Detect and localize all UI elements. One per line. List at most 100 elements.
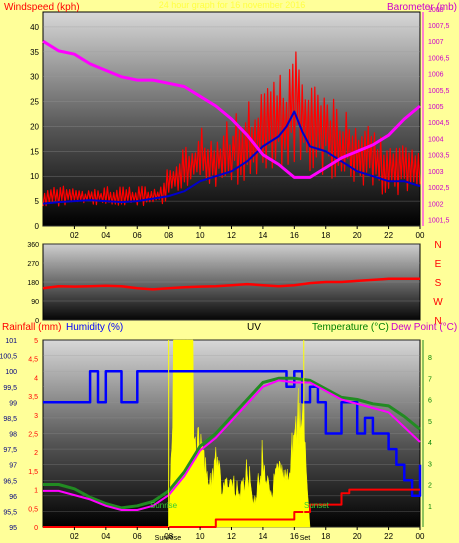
compass-label: N <box>434 316 441 327</box>
compass-label: S <box>435 278 442 289</box>
direction-tick-label: 0 <box>35 318 39 325</box>
uv-label: UV <box>247 322 261 333</box>
baro-axis-label: Barometer (mb) <box>387 2 457 13</box>
baro-axis-tick-label: 1006 <box>428 72 444 79</box>
series-wind-direction <box>42 277 420 291</box>
direction-tick-label: 270 <box>27 261 39 268</box>
direction-tick-label: 360 <box>27 242 39 249</box>
rainfall-label: Rainfall (mm) <box>2 322 61 333</box>
humidity-tick-label: 100 <box>5 369 17 376</box>
temp-tick-label: 3 <box>428 461 432 468</box>
temp-tick-label: 1 <box>428 504 432 511</box>
panel3-x-tick-label: 18 <box>321 532 330 541</box>
temperature-label: Temperature (°C) <box>312 322 389 333</box>
sunset-annotation: Sunset <box>304 501 330 510</box>
rain-tick-label: 2 <box>34 450 38 457</box>
panel1-x-tick-label: 02 <box>70 231 79 240</box>
humidity-tick-label: 95,5 <box>3 509 17 516</box>
rain-tick-label: 5 <box>34 338 38 345</box>
humidity-tick-label: 100,5 <box>0 354 17 361</box>
panel1-x-tick-label: 00 <box>416 231 425 240</box>
panel3-x-tick-label: 16 <box>290 532 299 541</box>
wind-axis-label: Windspeed (kph) <box>4 2 80 13</box>
wind-axis-tick-label: 30 <box>30 73 39 82</box>
sunrise-axis-label: SunRise <box>155 535 182 542</box>
baro-axis-tick-label: 1005 <box>428 104 444 111</box>
humidity-tick-label: 95 <box>9 525 17 532</box>
baro-axis-tick-label: 1008 <box>428 7 444 14</box>
humidity-tick-label: 96,5 <box>3 478 17 485</box>
sunrise-annotation: Sunrise <box>150 501 178 510</box>
series-barometer <box>42 39 421 179</box>
panel3-x-tick-label: 20 <box>353 532 362 541</box>
humidity-tick-label: 98 <box>9 432 17 439</box>
baro-axis-tick-label: 1007,5 <box>428 23 450 30</box>
humidity-tick-label: 99 <box>9 400 17 407</box>
baro-axis-tick-label: 1003,5 <box>428 153 450 160</box>
series-temperature <box>43 376 421 510</box>
panel3-x-tick-label: 22 <box>384 532 393 541</box>
humidity-tick-label: 97 <box>9 463 17 470</box>
panel1-x-tick-label: 22 <box>384 231 393 240</box>
rain-tick-label: 4 <box>34 375 38 382</box>
temp-tick-label: 4 <box>428 440 432 447</box>
wind-axis-tick-label: 25 <box>30 98 39 107</box>
wind-axis-tick-label: 40 <box>30 23 39 32</box>
rain-tick-label: 2,5 <box>28 432 38 439</box>
rain-tick-label: 0,5 <box>28 506 38 513</box>
rain-tick-label: 3,5 <box>28 394 38 401</box>
panel1-x-tick-label: 10 <box>196 231 205 240</box>
rain-tick-label: 1,5 <box>28 469 38 476</box>
compass-label: N <box>434 240 441 251</box>
humidity-label: Humidity (%) <box>66 322 123 333</box>
series-wind-average <box>42 110 421 205</box>
series-rainfall <box>43 488 420 528</box>
temp-tick-label: 8 <box>428 355 432 362</box>
panel1-x-tick-label: 04 <box>101 231 110 240</box>
humidity-tick-label: 97,5 <box>3 447 17 454</box>
baro-axis-tick-label: 1003 <box>428 169 444 176</box>
humidity-tick-label: 99,5 <box>3 385 17 392</box>
chart-title: 24 hour graph for 16 november 2016 <box>159 0 306 10</box>
series-dew-point <box>43 379 421 511</box>
panel3-x-tick-label: 04 <box>101 532 110 541</box>
baro-axis-tick-label: 1006,5 <box>428 55 450 62</box>
baro-axis-tick-label: 1007 <box>428 39 444 46</box>
dewpoint-label: Dew Point (°C) <box>391 322 457 333</box>
humidity-tick-label: 96 <box>9 494 17 501</box>
wind-axis-tick-label: 5 <box>35 197 40 206</box>
baro-axis-tick-label: 1004 <box>428 136 444 143</box>
temp-tick-label: 6 <box>428 398 432 405</box>
panel1-x-tick-label: 06 <box>133 231 142 240</box>
baro-axis-tick-label: 1002,5 <box>428 185 450 192</box>
panel1-x-tick-label: 18 <box>321 231 330 240</box>
temp-tick-label: 7 <box>428 376 432 383</box>
panel3-x-tick-label: 14 <box>258 532 267 541</box>
panel1-x-tick-label: 20 <box>353 231 362 240</box>
rain-tick-label: 1 <box>34 488 38 495</box>
panel1-x-tick-label: 14 <box>258 231 267 240</box>
rain-tick-label: 4,5 <box>28 357 38 364</box>
wind-axis-tick-label: 15 <box>30 147 39 156</box>
direction-tick-label: 90 <box>31 299 39 306</box>
panel3-x-tick-label: 02 <box>70 532 79 541</box>
panel1-x-tick-label: 08 <box>164 231 173 240</box>
humidity-tick-label: 98,5 <box>3 416 17 423</box>
panel3-x-tick-label: 06 <box>133 532 142 541</box>
direction-tick-label: 180 <box>27 280 39 287</box>
series-humidity <box>43 369 422 498</box>
baro-axis-tick-label: 1004,5 <box>428 120 450 127</box>
baro-axis-tick-label: 1002 <box>428 201 444 208</box>
compass-label: W <box>433 297 443 308</box>
wind-axis-tick-label: 0 <box>35 222 40 231</box>
baro-axis-tick-label: 1001,5 <box>428 218 450 225</box>
panel3-x-tick-label: 08 <box>164 532 173 541</box>
wind-axis-tick-label: 10 <box>30 172 39 181</box>
panel1-x-tick-label: 16 <box>290 231 299 240</box>
temp-tick-label: 2 <box>428 483 432 490</box>
panel3-x-tick-label: 12 <box>227 532 236 541</box>
wind-axis-tick-label: 35 <box>30 48 39 57</box>
rain-tick-label: 0 <box>34 525 38 532</box>
compass-label: E <box>435 259 442 270</box>
